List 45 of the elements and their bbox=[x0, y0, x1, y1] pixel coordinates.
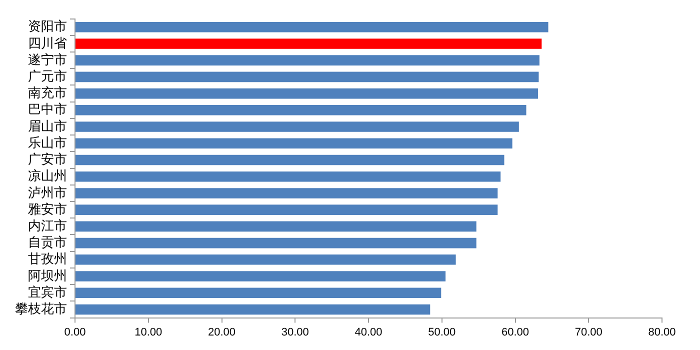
y-tick-label: 雅安市 bbox=[28, 201, 67, 216]
bar bbox=[76, 288, 442, 298]
x-tick-label: 70.00 bbox=[574, 326, 602, 338]
bar bbox=[76, 238, 476, 248]
x-tick-label: 40.00 bbox=[354, 326, 382, 338]
bar bbox=[76, 188, 498, 198]
y-tick-label: 四川省 bbox=[28, 35, 67, 50]
x-tick-label: 0.00 bbox=[64, 326, 86, 338]
y-tick-label: 广安市 bbox=[28, 152, 67, 167]
bar bbox=[76, 154, 504, 166]
x-tick-label: 30.00 bbox=[281, 326, 309, 338]
bar bbox=[76, 55, 540, 66]
y-tick-label: 遂宁市 bbox=[28, 52, 67, 67]
y-tick-label: 攀枝花市 bbox=[15, 301, 67, 316]
bar bbox=[76, 271, 446, 282]
y-tick-label: 阿坝州 bbox=[28, 268, 67, 283]
bar bbox=[76, 38, 542, 49]
bar bbox=[76, 254, 456, 265]
bar bbox=[76, 138, 512, 149]
y-tick-label: 资阳市 bbox=[28, 18, 67, 34]
y-tick-label: 乐山市 bbox=[28, 134, 67, 150]
x-tick-label: 60.00 bbox=[501, 326, 530, 338]
y-tick-label: 巴中市 bbox=[28, 102, 67, 117]
y-tick-label: 宜宾市 bbox=[28, 284, 67, 300]
bar bbox=[76, 171, 501, 182]
y-tick-label: 凉山州 bbox=[28, 168, 67, 184]
y-tick-label: 泸州市 bbox=[28, 184, 67, 200]
y-tick-label: 南充市 bbox=[28, 85, 67, 100]
y-tick-label: 自贡市 bbox=[28, 234, 67, 250]
bar bbox=[76, 221, 476, 232]
x-tick-label: 80.00 bbox=[648, 326, 676, 338]
x-tick-label: 20.00 bbox=[208, 326, 236, 338]
bar bbox=[76, 88, 538, 99]
y-tick-label: 广元市 bbox=[28, 68, 67, 84]
bar bbox=[76, 304, 430, 315]
bar bbox=[76, 22, 548, 32]
x-tick-label: 50.00 bbox=[428, 326, 456, 338]
x-tick-label: 10.00 bbox=[134, 326, 162, 338]
y-tick-label: 甘孜州 bbox=[28, 251, 67, 266]
y-tick-label: 内江市 bbox=[28, 218, 67, 234]
bar bbox=[76, 105, 526, 116]
bar bbox=[76, 204, 498, 215]
y-tick-label: 眉山市 bbox=[28, 118, 67, 134]
bar bbox=[76, 72, 539, 82]
bar bbox=[76, 122, 519, 132]
